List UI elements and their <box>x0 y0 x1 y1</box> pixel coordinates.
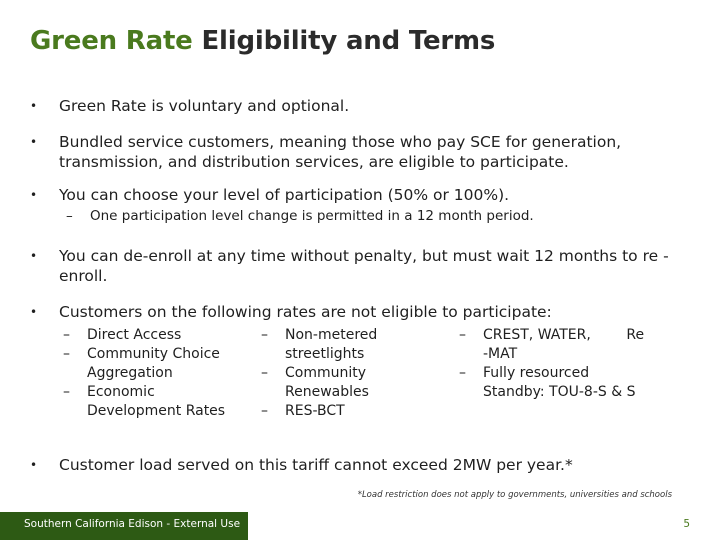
rate-name-cont: Standby: TOU-8-S & S <box>483 384 636 400</box>
bullet-dot-icon: • <box>30 305 38 319</box>
bullet-text: Green Rate is voluntary and optional. <box>59 97 350 115</box>
rate-name-cont: streetlights <box>285 346 365 362</box>
dash-icon: – <box>459 327 466 343</box>
sub-text: One participation level change is permit… <box>90 208 534 224</box>
dash-icon: – <box>261 365 268 381</box>
title-accent: Green Rate <box>30 26 193 56</box>
dash-icon: – <box>66 208 73 224</box>
dash-icon: – <box>63 327 70 343</box>
bullet-text: You can choose your level of participati… <box>59 186 510 204</box>
dash-icon: – <box>261 327 268 343</box>
dash-icon: – <box>63 384 70 400</box>
footer-label-box: Southern California Edison - External Us… <box>0 512 248 540</box>
bullet-dot-icon: • <box>30 458 38 472</box>
bullet-dot-icon: • <box>30 135 38 149</box>
rate-name: Fully resourced <box>483 365 590 381</box>
dash-icon: – <box>63 346 70 362</box>
rate-name-cont: Aggregation <box>87 365 173 381</box>
rate-name-cont: -MAT <box>483 346 518 362</box>
rate-name-cont: Development Rates <box>87 403 226 419</box>
dash-icon: – <box>261 403 268 419</box>
footer-label: Southern California Edison - External Us… <box>24 518 241 530</box>
rate-name: Economic <box>87 384 155 400</box>
rate-name-cont: Renewables <box>285 384 369 400</box>
rate-name: Community <box>285 365 367 381</box>
bullet-text: Customer load served on this tariff cann… <box>59 456 573 474</box>
rate-name: Non-metered <box>285 327 378 343</box>
bullet-dot-icon: • <box>30 188 38 202</box>
dash-icon: – <box>459 365 466 381</box>
bullet-dot-icon: • <box>30 99 38 113</box>
bullet-dot-icon: • <box>30 249 38 263</box>
bullet-text: Customers on the following rates are not… <box>59 303 552 321</box>
rate-name: RES-BCT <box>285 403 345 419</box>
title-rest: Eligibility and Terms <box>192 26 496 56</box>
bullet-text: Bundled service customers, meaning those… <box>59 133 622 171</box>
page-number: 5 <box>683 518 690 530</box>
footnote: *Load restriction does not apply to gove… <box>357 490 672 500</box>
bullet-text: You can de-enroll at any time without pe… <box>59 247 669 285</box>
slide-title: Green Rate Eligibility and Terms <box>30 26 495 56</box>
rate-name: Community Choice <box>87 346 220 362</box>
rate-name: Direct Access <box>87 327 182 343</box>
rate-name: CREST, WATER, Re <box>483 327 645 343</box>
